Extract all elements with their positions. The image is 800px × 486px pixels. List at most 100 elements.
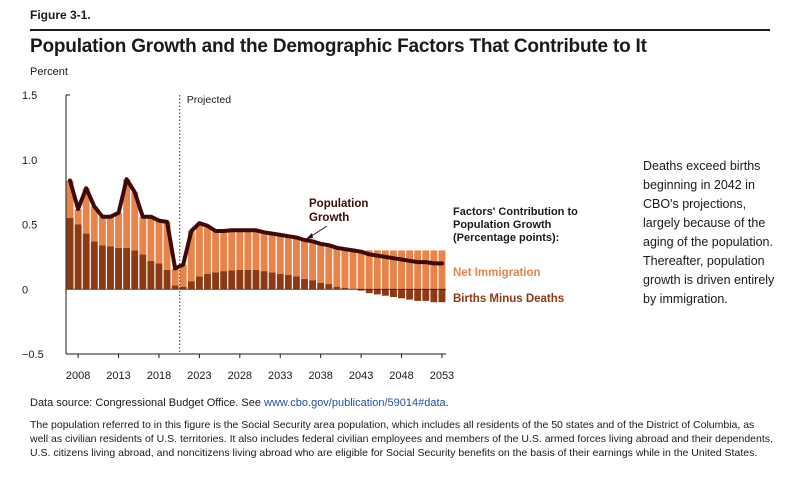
immigration-bar [414, 250, 422, 290]
immigration-bar [301, 240, 308, 279]
births-bar [276, 273, 284, 290]
births-bar [74, 224, 82, 290]
births-bar [228, 270, 236, 290]
immigration-bar [284, 236, 292, 276]
births-bar [252, 269, 260, 290]
x-tick-label: 2023 [187, 370, 211, 382]
births-bar [422, 289, 430, 301]
births-bar [171, 285, 179, 290]
source-link[interactable]: www.cbo.gov/publication/59014#data [264, 397, 446, 409]
immigration-bar [292, 237, 300, 277]
x-tick-label: 2038 [308, 370, 332, 382]
births-bar [317, 282, 325, 290]
births-bar [381, 289, 389, 296]
y-tick-label: 1.5 [22, 90, 37, 102]
births-bar [131, 250, 139, 290]
x-tick-label: 2008 [66, 370, 90, 382]
legend-title: Factors' Contribution to Population Growt… [453, 206, 578, 244]
footnote: The population referred to in this figur… [30, 419, 773, 459]
births-minus-deaths-label: Births Minus Deaths [453, 293, 564, 305]
annotation-note: Deaths exceed births beginning in 2042 i… [643, 159, 775, 306]
births-bar [236, 269, 244, 290]
births-bar [268, 272, 276, 290]
births-bar [284, 275, 292, 290]
source-suffix: . [445, 397, 449, 409]
immigration-bar [268, 233, 276, 273]
stacked-bars [66, 179, 446, 303]
births-bar [301, 278, 308, 290]
figure-label: Figure 3-1. [30, 8, 91, 22]
births-bar [163, 269, 171, 290]
population-growth-leader [309, 225, 328, 238]
births-bar [220, 271, 228, 290]
births-bar [333, 286, 341, 290]
births-bar [204, 273, 211, 290]
immigration-bar [357, 250, 365, 290]
births-bar [260, 271, 268, 290]
immigration-bar [276, 234, 284, 274]
immigration-bar [171, 268, 179, 286]
births-bar [414, 289, 422, 301]
projected-label: Projected [187, 94, 232, 106]
immigration-bar [260, 232, 268, 272]
births-bar [438, 289, 446, 303]
immigration-bar [244, 230, 252, 270]
births-bar [357, 289, 365, 291]
births-bar [139, 254, 147, 290]
immigration-bar [187, 230, 195, 282]
immigration-bar [317, 243, 325, 283]
population-growth-line [68, 177, 444, 271]
births-bar [325, 284, 333, 290]
y-axis-units: Percent [30, 66, 68, 78]
immigration-bar [212, 230, 220, 273]
births-bar [90, 241, 98, 290]
immigration-bar [155, 220, 163, 264]
immigration-bar [309, 241, 317, 281]
immigration-bar [107, 216, 114, 247]
immigration-bar [349, 250, 357, 290]
births-bar [292, 276, 300, 290]
x-tick-label: 2028 [228, 370, 252, 382]
immigration-bar [325, 245, 333, 285]
immigration-bar [398, 250, 405, 290]
births-bar [398, 289, 405, 299]
births-bar [341, 287, 349, 290]
immigration-bar [341, 249, 349, 288]
births-bar [155, 263, 163, 290]
births-bar [430, 289, 438, 303]
immigration-bar [438, 250, 446, 290]
births-bar [115, 247, 122, 290]
immigration-bar [163, 221, 171, 270]
immigration-bar [406, 250, 414, 290]
chart-labels: Projected Population Growth Factors' Contri… [187, 94, 578, 305]
births-bar [187, 281, 195, 290]
immigration-bar [115, 212, 122, 248]
immigration-bar [90, 206, 98, 242]
immigration-bar [179, 264, 187, 287]
births-bar [123, 247, 131, 290]
immigration-bar [98, 216, 106, 246]
births-bar [373, 289, 381, 295]
immigration-bar [123, 179, 131, 248]
births-bar [179, 286, 187, 290]
immigration-bar [422, 250, 430, 290]
births-bar [82, 233, 90, 290]
data-source: Data source: Congressional Budget Office… [30, 397, 449, 409]
x-tick-label: 2018 [147, 370, 171, 382]
immigration-bar [430, 250, 438, 290]
immigration-bar [195, 223, 203, 277]
y-tick-label: 1.0 [22, 155, 37, 167]
x-tick-label: 2053 [430, 370, 454, 382]
title-rule [30, 29, 770, 31]
x-tick-label: 2048 [389, 370, 413, 382]
x-tick-label: 2043 [349, 370, 373, 382]
source-prefix: Data source: Congressional Budget Office… [30, 397, 264, 409]
immigration-bar [82, 188, 90, 234]
immigration-bar [373, 250, 381, 290]
net-immigration-label: Net Immigration [453, 267, 541, 279]
births-bar [244, 269, 252, 290]
births-bar [66, 218, 74, 290]
immigration-bar [220, 230, 228, 272]
x-tick-label: 2013 [106, 370, 130, 382]
